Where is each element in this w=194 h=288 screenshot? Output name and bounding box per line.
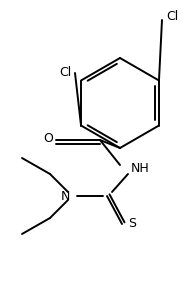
- Text: O: O: [43, 132, 53, 145]
- Text: Cl: Cl: [166, 10, 178, 22]
- Text: NH: NH: [131, 162, 150, 175]
- Text: S: S: [128, 217, 136, 230]
- Text: N: N: [61, 190, 70, 202]
- Text: Cl: Cl: [60, 67, 72, 79]
